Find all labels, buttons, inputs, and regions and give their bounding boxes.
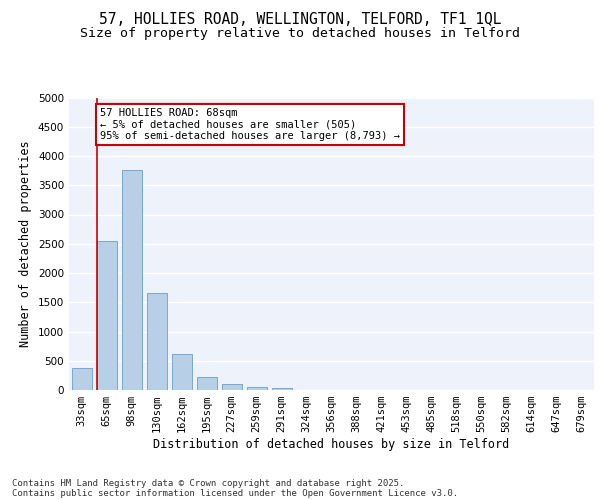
Bar	[172, 354, 191, 390]
Bar	[221, 384, 241, 390]
Bar	[197, 377, 217, 390]
X-axis label: Distribution of detached houses by size in Telford: Distribution of detached houses by size …	[154, 438, 509, 451]
Text: Contains HM Land Registry data © Crown copyright and database right 2025.: Contains HM Land Registry data © Crown c…	[12, 478, 404, 488]
Y-axis label: Number of detached properties: Number of detached properties	[19, 140, 32, 347]
Text: 57 HOLLIES ROAD: 68sqm
← 5% of detached houses are smaller (505)
95% of semi-det: 57 HOLLIES ROAD: 68sqm ← 5% of detached …	[100, 108, 400, 141]
Text: Size of property relative to detached houses in Telford: Size of property relative to detached ho…	[80, 28, 520, 40]
Bar	[271, 388, 292, 390]
Bar	[146, 294, 167, 390]
Text: Contains public sector information licensed under the Open Government Licence v3: Contains public sector information licen…	[12, 488, 458, 498]
Bar	[247, 387, 266, 390]
Bar	[71, 368, 91, 390]
Bar	[121, 170, 142, 390]
Text: 57, HOLLIES ROAD, WELLINGTON, TELFORD, TF1 1QL: 57, HOLLIES ROAD, WELLINGTON, TELFORD, T…	[99, 12, 501, 28]
Bar	[97, 242, 116, 390]
